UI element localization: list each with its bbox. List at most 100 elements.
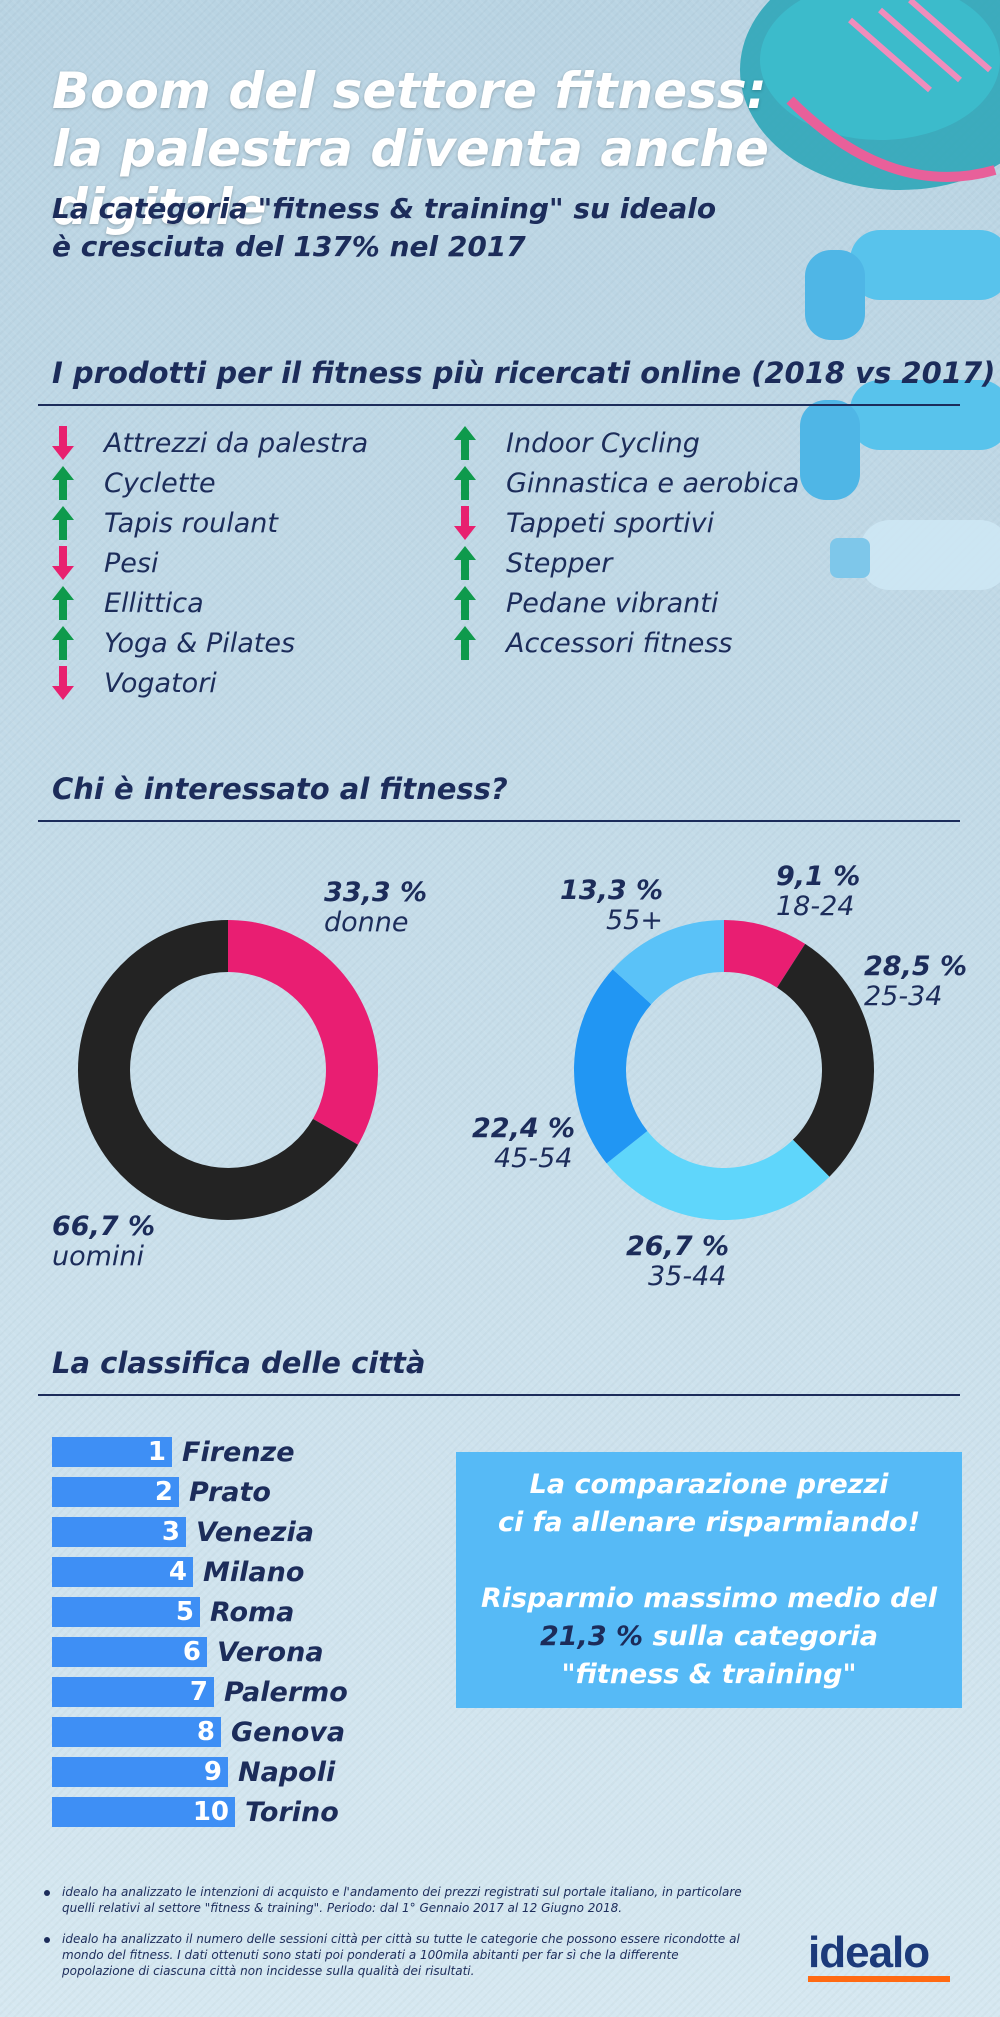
age-cat-45-54: 45-54 [494, 1143, 573, 1174]
page-subtitle: La categoria "fitness & training" su ide… [52, 190, 716, 266]
promo-highlight: 21,3 % [539, 1621, 644, 1652]
ranking-position: 9 [203, 1757, 222, 1787]
audience-divider [38, 820, 960, 822]
promo-line-1: La comparazione prezzi [529, 1469, 889, 1500]
title-line-2: la palestra diventa anche digitale [52, 120, 769, 236]
promo-line-4-rest: sulla categoria [643, 1621, 878, 1652]
audience-heading: Chi è interessato al fitness? [52, 772, 508, 806]
ranking-row: 10 Torino [52, 1796, 339, 1828]
ranking-bar: 5 [52, 1597, 200, 1627]
donut-slice-35-44 [606, 1131, 830, 1220]
ranking-city-label: Prato [189, 1476, 271, 1508]
donut-slice-donne [228, 920, 378, 1145]
product-item: Tapis roulant [50, 505, 278, 541]
product-item: Pedane vibranti [452, 585, 718, 621]
ranking-position: 3 [161, 1517, 180, 1547]
ranking-bar: 9 [52, 1757, 228, 1787]
ranking-position: 1 [147, 1437, 166, 1467]
arrow-up-icon [454, 546, 476, 580]
product-item: Yoga & Pilates [50, 625, 295, 661]
ranking-row: 4 Milano [52, 1556, 305, 1588]
ranking-row: 8 Genova [52, 1716, 346, 1748]
age-pct-55plus: 13,3 % [560, 875, 664, 906]
gender-label-donne: 33,3 % donne [324, 878, 427, 938]
ranking-row: 5 Roma [52, 1596, 295, 1628]
arrow-up-icon [52, 586, 74, 620]
product-item: Cyclette [50, 465, 216, 501]
subtitle-line-1: La categoria "fitness & training" su ide… [52, 192, 717, 225]
ranking-city-label: Napoli [238, 1756, 336, 1788]
idealo-logo: idealo [808, 1928, 930, 1977]
gender-label-uomini: 66,7 % uomini [52, 1212, 155, 1272]
title-line-1: Boom del settore fitness: [52, 62, 767, 120]
ranking-city-label: Genova [231, 1716, 346, 1748]
donut-slice-18-24 [724, 920, 806, 988]
arrow-down-icon [52, 666, 74, 700]
ranking-heading: La classifica delle città [52, 1346, 426, 1380]
fitness-equipment-illustration [740, 0, 1000, 590]
ranking-position: 4 [168, 1557, 187, 1587]
age-donut-chart [574, 920, 874, 1220]
product-label: Ginnastica e aerobica [506, 467, 800, 499]
arrow-down-icon [454, 506, 476, 540]
age-pct-35-44: 26,7 % [626, 1231, 730, 1262]
products-divider [38, 404, 960, 406]
ranking-city-label: Palermo [224, 1676, 348, 1708]
promo-line-2: ci fa allenare risparmiando! [497, 1507, 921, 1538]
age-pct-45-54: 22,4 % [472, 1113, 576, 1144]
ranking-divider [38, 1394, 960, 1396]
ranking-position: 2 [154, 1477, 173, 1507]
note-bullet-icon [44, 1890, 50, 1896]
arrow-up-icon [52, 466, 74, 500]
ranking-bar: 10 [52, 1797, 235, 1827]
age-pct-25-34: 28,5 % [864, 951, 968, 982]
ranking-city-label: Roma [210, 1596, 295, 1628]
age-label-55plus: 13,3 % 55+ [560, 876, 663, 936]
gender-pct-donne: 33,3 % [324, 877, 428, 908]
arrow-down-icon [52, 546, 74, 580]
ranking-bar: 8 [52, 1717, 221, 1747]
product-label: Cyclette [104, 467, 216, 499]
age-cat-18-24: 18-24 [776, 891, 855, 922]
ranking-bar: 2 [52, 1477, 179, 1507]
age-cat-25-34: 25-34 [864, 981, 943, 1012]
ranking-row: 1 Firenze [52, 1436, 295, 1468]
ranking-city-label: Torino [245, 1796, 339, 1828]
product-item: Accessori fitness [452, 625, 733, 661]
gender-cat-donne: donne [324, 907, 409, 938]
product-label: Indoor Cycling [506, 427, 700, 459]
age-pct-18-24: 9,1 % [776, 861, 861, 892]
footnote-2: idealo ha analizzato il numero delle ses… [62, 1932, 740, 1978]
products-heading: I prodotti per il fitness più ricercati … [52, 356, 996, 390]
ranking-city-label: Milano [203, 1556, 305, 1588]
product-label: Pedane vibranti [506, 587, 719, 619]
ranking-position: 10 [192, 1797, 229, 1827]
product-label: Stepper [506, 547, 613, 579]
ranking-row: 6 Verona [52, 1636, 324, 1668]
ranking-row: 9 Napoli [52, 1756, 336, 1788]
ranking-bar: 7 [52, 1677, 214, 1707]
donut-slice-25-34 [777, 943, 874, 1177]
ranking-position: 8 [196, 1717, 215, 1747]
gender-pct-uomini: 66,7 % [52, 1211, 156, 1242]
ranking-bar: 4 [52, 1557, 193, 1587]
age-label-35-44: 26,7 % 35-44 [626, 1232, 729, 1292]
promo-line-4: 21,3 % sulla categoria [540, 1618, 878, 1656]
ranking-bar: 6 [52, 1637, 207, 1667]
ranking-position: 6 [182, 1637, 201, 1667]
ranking-city-label: Venezia [196, 1516, 314, 1548]
product-item: Ginnastica e aerobica [452, 465, 799, 501]
promo-box: La comparazione prezzi ci fa allenare ri… [456, 1452, 962, 1708]
promo-line-3: Risparmio massimo medio del [480, 1583, 938, 1614]
arrow-up-icon [454, 426, 476, 460]
ranking-city-label: Firenze [182, 1436, 295, 1468]
arrow-up-icon [52, 506, 74, 540]
age-cat-55plus: 55+ [606, 905, 663, 936]
arrow-up-icon [454, 626, 476, 660]
product-label: Tapis roulant [104, 507, 278, 539]
ranking-row: 7 Palermo [52, 1676, 348, 1708]
product-label: Pesi [104, 547, 159, 579]
donut-slice-uomini [78, 920, 359, 1220]
product-item: Indoor Cycling [452, 425, 700, 461]
ranking-city-label: Verona [217, 1636, 324, 1668]
